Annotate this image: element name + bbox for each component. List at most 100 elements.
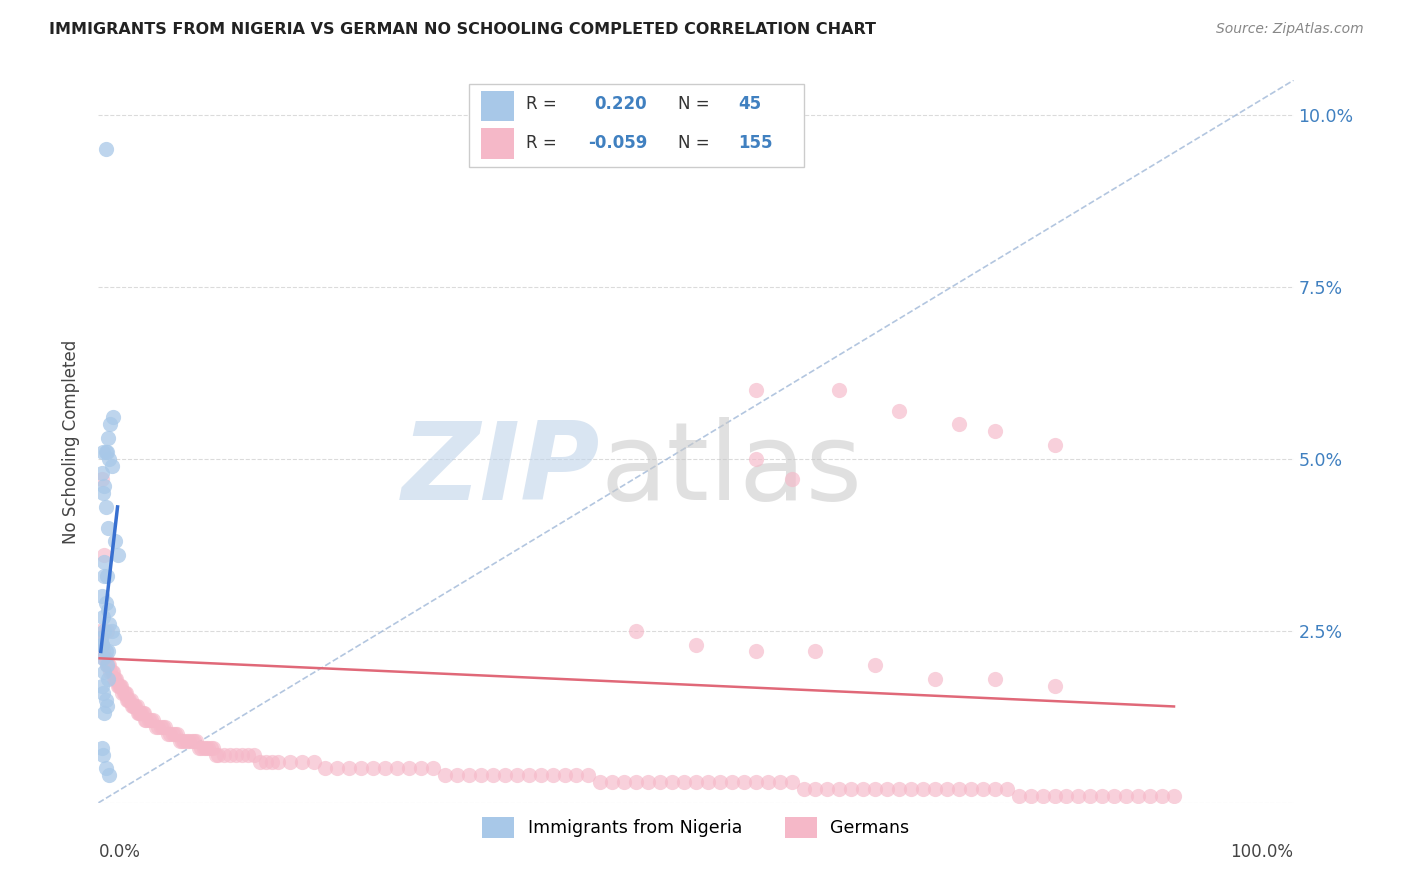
Point <box>911 782 934 797</box>
Text: 45: 45 <box>738 95 761 112</box>
Point <box>828 782 851 797</box>
Point <box>815 782 838 797</box>
Point <box>173 734 195 748</box>
Point <box>411 761 433 775</box>
Point <box>98 768 121 782</box>
Point <box>100 665 122 679</box>
Point <box>162 727 184 741</box>
Point <box>1152 789 1174 803</box>
Point <box>302 755 325 769</box>
Text: -0.059: -0.059 <box>589 134 648 152</box>
Point <box>841 782 863 797</box>
Point <box>97 644 120 658</box>
Point <box>166 727 188 741</box>
Point <box>100 458 122 473</box>
Point <box>91 638 114 652</box>
Point <box>948 417 970 432</box>
Text: ZIP: ZIP <box>402 417 600 524</box>
Text: IMMIGRANTS FROM NIGERIA VS GERMAN NO SCHOOLING COMPLETED CORRELATION CHART: IMMIGRANTS FROM NIGERIA VS GERMAN NO SCH… <box>49 22 876 37</box>
Point <box>125 699 148 714</box>
Text: 0.220: 0.220 <box>595 95 647 112</box>
Point <box>697 775 720 789</box>
Point <box>768 775 790 789</box>
Point <box>602 775 624 789</box>
Point <box>107 679 129 693</box>
Point <box>93 568 115 582</box>
Point <box>458 768 481 782</box>
Point <box>1163 789 1185 803</box>
Point <box>506 768 529 782</box>
Point <box>97 672 120 686</box>
Bar <box>481 128 515 159</box>
Point <box>326 761 349 775</box>
Point <box>187 740 209 755</box>
Point <box>104 534 127 549</box>
Point <box>195 740 218 755</box>
Point <box>876 782 898 797</box>
Point <box>804 782 827 797</box>
Point <box>131 706 153 721</box>
Text: N =: N = <box>678 134 710 152</box>
Point <box>995 782 1018 797</box>
Point <box>163 727 186 741</box>
Point <box>142 713 165 727</box>
Point <box>96 445 118 459</box>
Point <box>124 699 146 714</box>
Point <box>350 761 373 775</box>
Point <box>1080 789 1102 803</box>
Point <box>93 706 115 721</box>
Text: R =: R = <box>526 134 557 152</box>
Point <box>374 761 396 775</box>
Point <box>721 775 744 789</box>
Point <box>648 775 672 789</box>
Point <box>204 747 226 762</box>
Point <box>278 755 301 769</box>
Point <box>101 410 124 425</box>
Point <box>517 768 540 782</box>
Point <box>804 644 827 658</box>
Point <box>97 603 120 617</box>
Point <box>93 548 115 562</box>
Point <box>134 713 156 727</box>
Point <box>94 445 117 459</box>
Point <box>176 734 198 748</box>
Point <box>470 768 492 782</box>
Point <box>1032 789 1054 803</box>
Point <box>984 672 1007 686</box>
Point <box>91 638 114 652</box>
Point <box>100 624 122 638</box>
Point <box>852 782 875 797</box>
Point <box>180 734 202 748</box>
Point <box>93 665 115 679</box>
Point <box>96 658 118 673</box>
Point <box>186 734 208 748</box>
Point <box>104 672 127 686</box>
Point <box>1019 789 1042 803</box>
Point <box>193 740 215 755</box>
Point <box>202 740 225 755</box>
Point <box>135 713 157 727</box>
Point <box>91 638 114 652</box>
Point <box>236 747 259 762</box>
Point <box>91 679 114 693</box>
Point <box>110 679 132 693</box>
Point <box>960 782 983 797</box>
Point <box>530 768 553 782</box>
Point <box>900 782 922 797</box>
Point <box>291 755 314 769</box>
Point <box>93 651 115 665</box>
Point <box>93 479 115 493</box>
Point <box>745 383 768 397</box>
Point <box>112 686 135 700</box>
Point <box>169 734 191 748</box>
Point <box>948 782 970 797</box>
Point <box>132 706 155 721</box>
Point <box>446 768 468 782</box>
Point <box>434 768 457 782</box>
Point <box>494 768 516 782</box>
Point <box>422 761 444 775</box>
Point <box>197 740 219 755</box>
Point <box>172 734 194 748</box>
Point <box>93 624 115 638</box>
Point <box>105 672 128 686</box>
